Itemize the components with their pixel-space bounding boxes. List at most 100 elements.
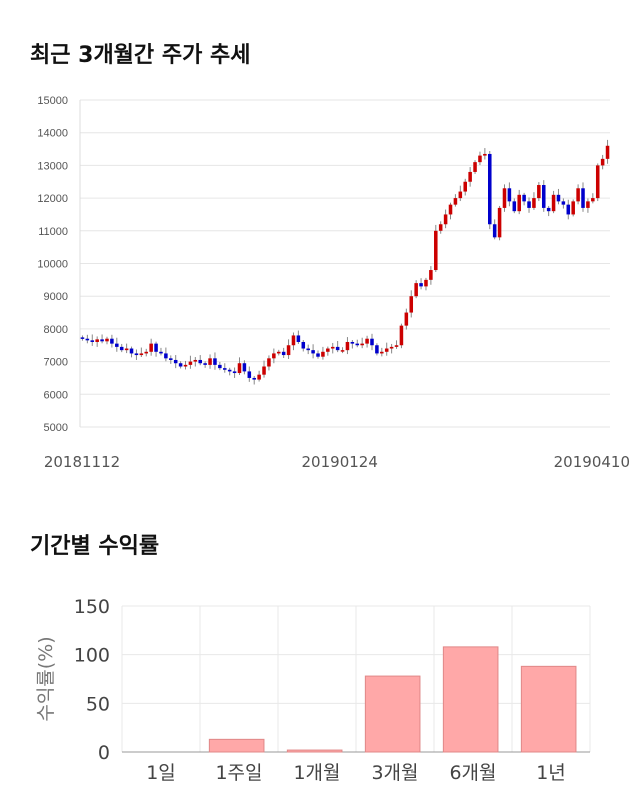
candle-body: [605, 145, 610, 159]
candle-body: [370, 338, 374, 346]
candle-body: [286, 345, 291, 356]
candle-body: [399, 325, 404, 346]
candle-body: [110, 338, 114, 344]
candle-body: [394, 345, 399, 347]
candle-body: [247, 371, 252, 378]
candle-body: [164, 353, 168, 359]
candle-body: [600, 158, 605, 166]
candle-body: [276, 351, 281, 354]
candle-body: [178, 363, 183, 367]
candle-body: [105, 338, 109, 342]
candle-body: [183, 364, 188, 367]
candle-body: [335, 346, 340, 351]
price-candlestick-chart: 5000 6000 7000 8000 9000 10000 11000 12000 13000…: [37, 95, 630, 471]
y-tick-label: 12000: [37, 193, 68, 205]
y-tick-label: 50: [86, 693, 110, 715]
candle-body: [389, 346, 394, 349]
return-bar: [520, 665, 577, 753]
candle-body: [208, 358, 212, 365]
candle-body: [227, 369, 232, 372]
candle-body: [414, 283, 418, 297]
candle-body: [492, 224, 497, 238]
candle-body: [149, 343, 153, 352]
y-tick-label: 100: [74, 645, 110, 667]
return-bar: [208, 738, 265, 753]
x-tick-label: 20190124: [302, 453, 378, 471]
y-tick-label: 150: [74, 596, 110, 618]
x-tick-label: 20181112: [44, 453, 120, 471]
candle-body: [252, 377, 256, 380]
y-tick-label: 8000: [44, 324, 68, 336]
candle-body: [159, 351, 163, 354]
return-bar: [286, 749, 343, 753]
candle-body: [458, 191, 463, 199]
x-tick-label: 20190410: [554, 453, 630, 471]
candle-body: [306, 348, 310, 351]
candle-body: [223, 368, 227, 370]
candle-body: [551, 194, 556, 212]
candle-body: [340, 350, 345, 352]
return-bar: [442, 646, 499, 753]
candle-body: [80, 337, 85, 339]
candle-body: [350, 341, 355, 344]
candle-body: [546, 207, 551, 212]
candle-body: [213, 358, 217, 365]
candle-body: [384, 348, 389, 352]
candle-body: [242, 363, 247, 372]
candle-body: [173, 359, 178, 364]
candle-body: [468, 171, 472, 182]
y-tick-label: 6000: [44, 389, 68, 401]
y-tick-label: 7000: [44, 357, 68, 369]
candle-body: [463, 181, 467, 192]
candle-body: [571, 201, 575, 215]
candle-body: [311, 350, 315, 354]
x-tick-label: 3개월: [371, 762, 418, 784]
candle-body: [404, 312, 409, 326]
candle-body: [169, 358, 173, 360]
candle-body: [483, 153, 487, 156]
candle-body: [119, 346, 124, 351]
y-tick-label: 13000: [37, 160, 68, 172]
x-tick-label: 1주일: [215, 762, 262, 784]
x-tick-label: 1개월: [293, 762, 340, 784]
y-tick-label: 14000: [37, 128, 68, 140]
candle-body: [595, 165, 600, 199]
candle-body: [380, 351, 384, 354]
candle-body: [576, 188, 580, 202]
candle-body: [345, 341, 350, 351]
y-tick-label: 11000: [38, 226, 68, 238]
candle-body: [532, 198, 536, 208]
candle-body: [488, 153, 492, 225]
candle-body: [438, 224, 443, 231]
y-axis-label: 수익률(%): [35, 636, 57, 721]
candle-body: [237, 363, 242, 374]
candle-body: [134, 353, 139, 356]
candle-body: [281, 351, 286, 356]
candle-body: [203, 363, 207, 365]
y-tick-label: 10000: [37, 259, 68, 271]
candle-body: [262, 366, 266, 375]
candle-body: [360, 343, 364, 346]
candle-body: [497, 207, 502, 238]
y-tick-label: 5000: [44, 422, 68, 434]
candle-body: [326, 348, 330, 352]
candle-body: [409, 296, 414, 313]
candle-body: [301, 341, 306, 349]
candle-body: [257, 374, 261, 380]
candle-body: [507, 188, 512, 202]
candle-body: [561, 201, 566, 205]
candle-body: [512, 201, 517, 212]
candle-body: [365, 338, 369, 344]
candle-body: [537, 185, 541, 199]
candle-body: [527, 201, 531, 208]
candle-body: [453, 198, 458, 205]
candle-body: [272, 353, 276, 359]
price-chart-title: 최근 3개월간 주가 추세: [30, 43, 251, 68]
returns-bar-chart: 0 50 100 150 1일 1주일 1개월 3개월 6개월 1년 수익률(%): [35, 596, 591, 784]
candle-body: [443, 214, 448, 225]
candle-body: [291, 335, 296, 346]
x-tick-label: 1일: [146, 762, 176, 784]
candle-body: [419, 283, 423, 287]
candle-body: [124, 348, 129, 351]
candle-body: [330, 346, 335, 349]
